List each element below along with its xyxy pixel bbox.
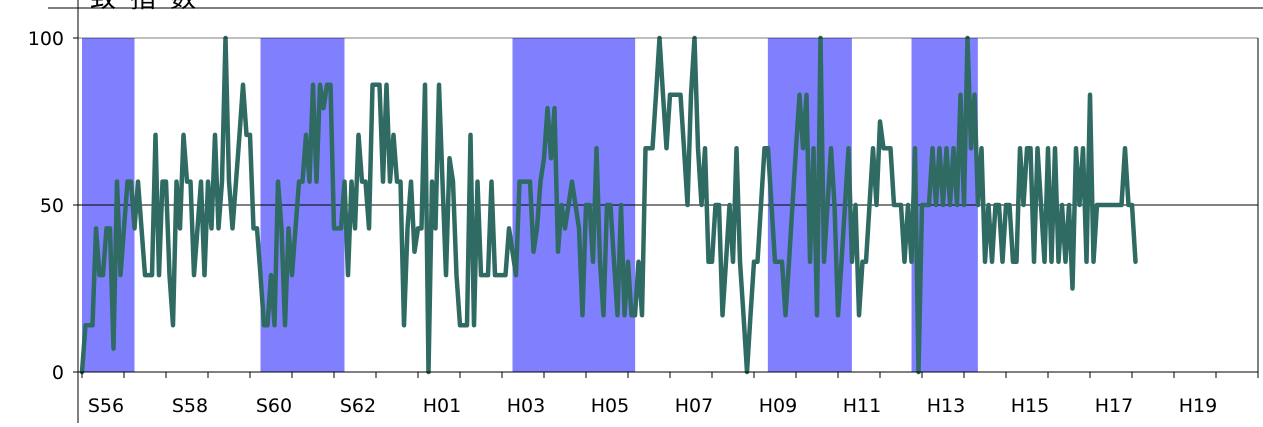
x-tick-label-H03: H03 xyxy=(507,395,545,417)
x-tick-label-S60: S60 xyxy=(256,395,292,417)
x-tick-label-S58: S58 xyxy=(172,395,208,417)
x-tick-label-H01: H01 xyxy=(423,395,461,417)
x-tick-label-H15: H15 xyxy=(1011,395,1049,417)
x-tick-label-H05: H05 xyxy=(591,395,629,417)
page-title: 一致指数 xyxy=(50,0,210,15)
axes xyxy=(48,0,1263,423)
x-tick-label-H17: H17 xyxy=(1095,395,1133,417)
y-tick-label-0: 0 xyxy=(52,362,64,384)
x-tick-label-H09: H09 xyxy=(759,395,797,417)
y-tick-label-50: 50 xyxy=(40,195,64,217)
series-group xyxy=(79,35,1138,375)
y-tick-label-100: 100 xyxy=(28,28,64,50)
x-tick-label-H07: H07 xyxy=(675,395,713,417)
y-axis-ticks: 0 50 100 xyxy=(28,28,78,384)
x-axis-ticks: S56 S58 S60 S62 H01 H03 H05 H07 H09 H11 H13 H15 H17 H… xyxy=(81,372,1259,417)
x-tick-label-H19: H19 xyxy=(1179,395,1217,417)
x-tick-label-S56: S56 xyxy=(88,395,124,417)
x-tick-label-S62: S62 xyxy=(340,395,376,417)
series-line-1 xyxy=(79,35,1138,375)
x-tick-label-H13: H13 xyxy=(927,395,965,417)
x-tick-label-H11: H11 xyxy=(843,395,881,417)
